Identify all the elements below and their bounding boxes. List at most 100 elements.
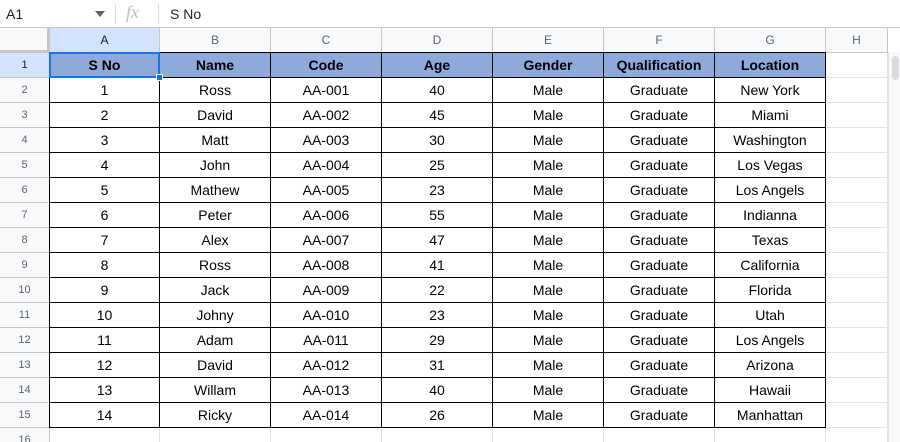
cell[interactable]: 22	[381, 277, 493, 303]
cell[interactable]: Indianna	[714, 202, 826, 228]
cell[interactable]: Ricky	[159, 402, 271, 428]
cell[interactable]	[826, 53, 888, 78]
cell[interactable]: Jack	[159, 277, 271, 303]
cell[interactable]	[826, 353, 888, 378]
cell[interactable]: Male	[492, 277, 604, 303]
cell[interactable]: 25	[381, 152, 493, 178]
cell[interactable]: Graduate	[603, 202, 715, 228]
cell[interactable]	[826, 328, 888, 353]
cell[interactable]: 3	[49, 127, 160, 153]
column-header[interactable]: A	[50, 28, 160, 53]
cell[interactable]: 8	[49, 252, 160, 278]
fill-handle[interactable]	[156, 74, 163, 81]
cell[interactable]: AA-003	[270, 127, 382, 153]
cell[interactable]: 12	[49, 352, 160, 378]
corner-cell[interactable]	[0, 28, 50, 53]
cell[interactable]	[826, 428, 888, 442]
cell[interactable]: Utah	[714, 302, 826, 328]
cell[interactable]: Graduate	[603, 102, 715, 128]
cell[interactable]: AA-013	[270, 377, 382, 403]
cell[interactable]: Graduate	[603, 277, 715, 303]
cell[interactable]: 23	[381, 302, 493, 328]
cell[interactable]: Graduate	[603, 227, 715, 253]
cell[interactable]: Los Angels	[714, 177, 826, 203]
cell[interactable]: 29	[381, 327, 493, 353]
cell[interactable]: Male	[492, 227, 604, 253]
cell[interactable]: Florida	[714, 277, 826, 303]
cell[interactable]: New York	[714, 77, 826, 103]
cell[interactable]: 41	[381, 252, 493, 278]
cell[interactable]: Los Angels	[714, 327, 826, 353]
cell[interactable]: Male	[492, 77, 604, 103]
cell[interactable]: 13	[49, 377, 160, 403]
cell[interactable]: AA-008	[270, 252, 382, 278]
cell[interactable]: Miami	[714, 102, 826, 128]
name-box[interactable]: A1	[6, 6, 24, 22]
cell[interactable]: Male	[492, 177, 604, 203]
cell[interactable]: Arizona	[714, 352, 826, 378]
row-header[interactable]: 1	[0, 53, 50, 78]
row-header[interactable]: 2	[0, 78, 50, 103]
cell[interactable]: Male	[492, 377, 604, 403]
cell[interactable]: Male	[492, 352, 604, 378]
cell[interactable]: Male	[492, 102, 604, 128]
cell[interactable]: Alex	[159, 227, 271, 253]
cell[interactable]: Willam	[159, 377, 271, 403]
cell[interactable]: Graduate	[603, 152, 715, 178]
cell[interactable]: 4	[49, 152, 160, 178]
cell[interactable]: Male	[492, 402, 604, 428]
row-header[interactable]: 12	[0, 328, 50, 353]
header-cell[interactable]: S No	[49, 52, 160, 78]
column-header[interactable]: D	[382, 28, 493, 53]
cell[interactable]: AA-007	[270, 227, 382, 253]
cell[interactable]: David	[159, 352, 271, 378]
cell[interactable]: 30	[381, 127, 493, 153]
row-header[interactable]: 16	[0, 428, 50, 442]
cell[interactable]: 26	[381, 402, 493, 428]
cell[interactable]	[715, 428, 826, 442]
cell[interactable]: AA-004	[270, 152, 382, 178]
cell[interactable]	[826, 153, 888, 178]
cell[interactable]: Washington	[714, 127, 826, 153]
cell[interactable]: AA-002	[270, 102, 382, 128]
cell[interactable]	[604, 428, 715, 442]
cell[interactable]: 40	[381, 377, 493, 403]
cell[interactable]: Male	[492, 127, 604, 153]
header-cell[interactable]: Age	[381, 52, 493, 78]
row-header[interactable]: 3	[0, 103, 50, 128]
cell[interactable]	[826, 378, 888, 403]
cell[interactable]: AA-010	[270, 302, 382, 328]
row-header[interactable]: 9	[0, 253, 50, 278]
cell[interactable]: 47	[381, 227, 493, 253]
scroll-thumb[interactable]	[892, 56, 899, 80]
cell[interactable]: 5	[49, 177, 160, 203]
cell[interactable]: Graduate	[603, 377, 715, 403]
cell[interactable]: Mathew	[159, 177, 271, 203]
formula-content[interactable]: S No	[170, 6, 202, 22]
cell[interactable]: Graduate	[603, 352, 715, 378]
cell[interactable]	[826, 278, 888, 303]
cell[interactable]: 11	[49, 327, 160, 353]
column-header[interactable]: E	[493, 28, 604, 53]
row-header[interactable]: 10	[0, 278, 50, 303]
cell[interactable]: Johny	[159, 302, 271, 328]
cell[interactable]: Ross	[159, 77, 271, 103]
cell[interactable]: 9	[49, 277, 160, 303]
cell[interactable]: 2	[49, 102, 160, 128]
cell[interactable]: 7	[49, 227, 160, 253]
header-cell[interactable]: Code	[270, 52, 382, 78]
cell[interactable]: AA-011	[270, 327, 382, 353]
cell[interactable]: Texas	[714, 227, 826, 253]
cell[interactable]: Graduate	[603, 77, 715, 103]
cell[interactable]	[493, 428, 604, 442]
cell[interactable]: Graduate	[603, 402, 715, 428]
cell[interactable]: 23	[381, 177, 493, 203]
cell[interactable]: Adam	[159, 327, 271, 353]
cell[interactable]: AA-014	[270, 402, 382, 428]
cell[interactable]: Graduate	[603, 127, 715, 153]
row-header[interactable]: 15	[0, 403, 50, 428]
cell[interactable]: 10	[49, 302, 160, 328]
cell[interactable]: 40	[381, 77, 493, 103]
row-header[interactable]: 8	[0, 228, 50, 253]
column-header[interactable]: B	[160, 28, 271, 53]
